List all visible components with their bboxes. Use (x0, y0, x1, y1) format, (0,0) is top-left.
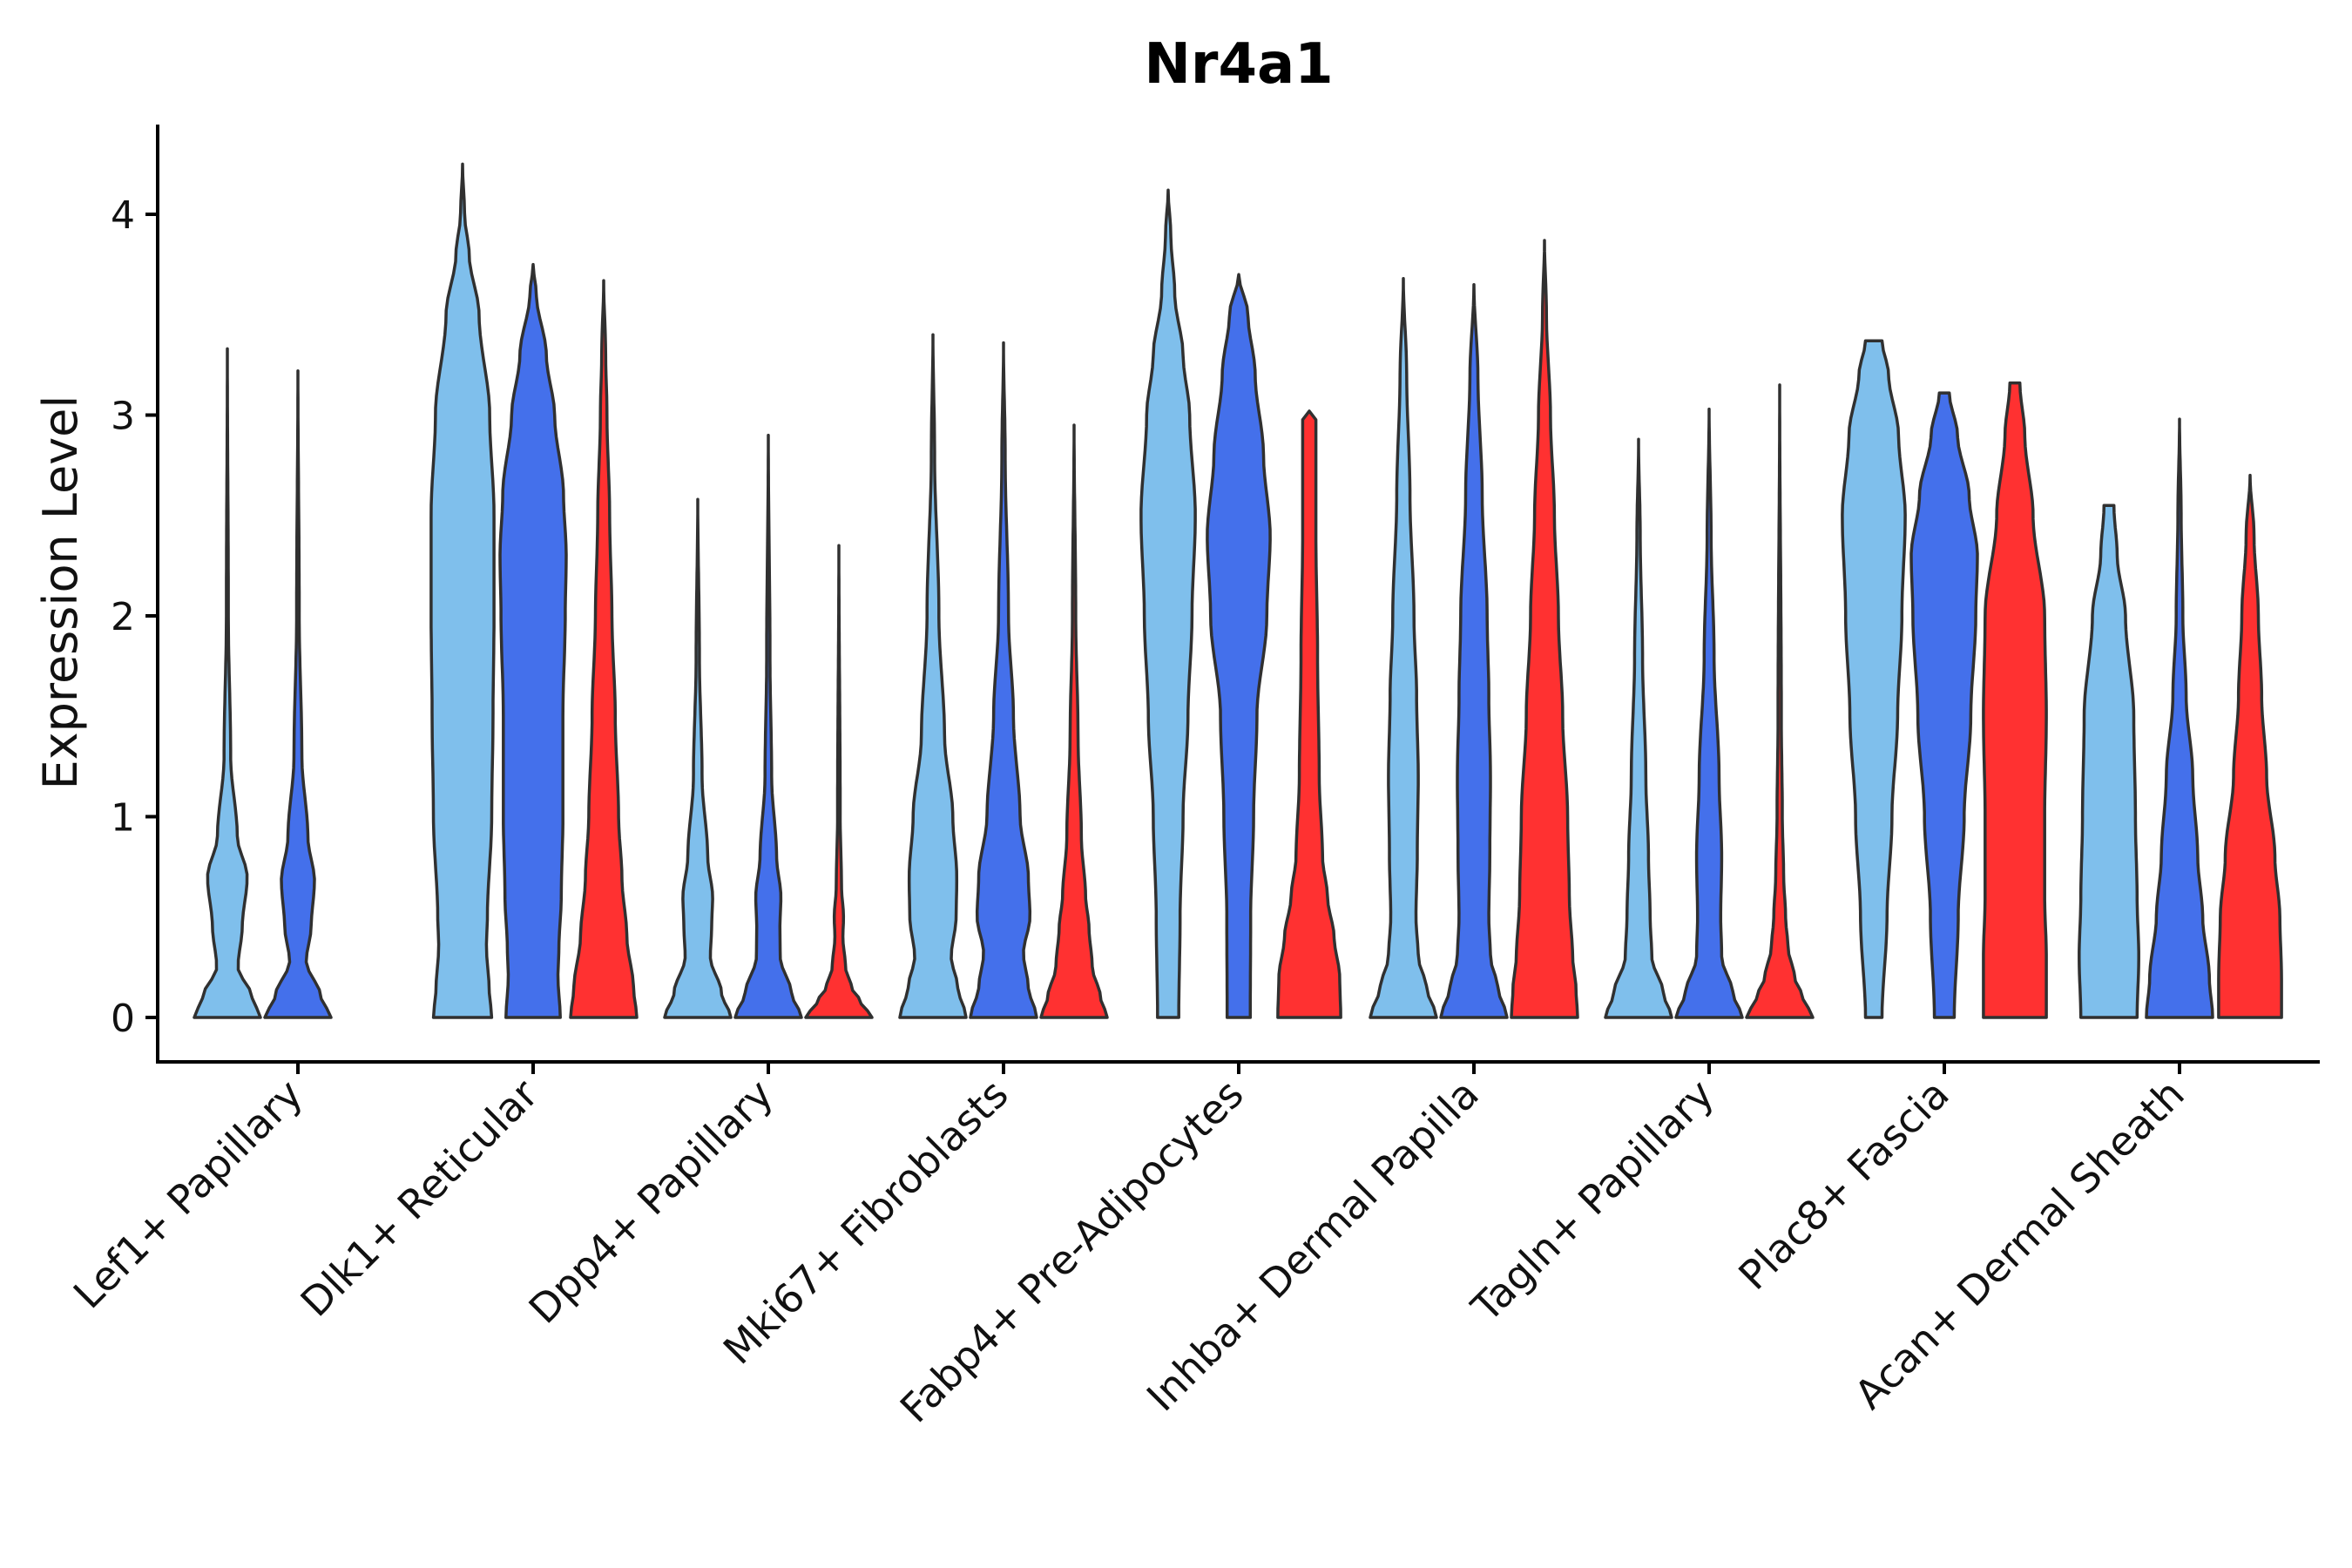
violin-4-2 (1276, 409, 1342, 1019)
violin-7-1 (1909, 391, 1979, 1019)
violin-1-0 (429, 162, 496, 1019)
violin-6-2 (1745, 383, 1815, 1019)
chart-title: Nr4a1 (1144, 32, 1333, 97)
violin-2-1 (733, 433, 803, 1019)
violin-0-1 (263, 369, 333, 1019)
violin-6-1 (1674, 407, 1744, 1019)
y-tick-label: 0 (111, 997, 135, 1041)
violin-3-1 (969, 341, 1038, 1019)
violin-8-2 (2217, 473, 2283, 1019)
violin-4-1 (1206, 273, 1272, 1019)
x-category-label: Plac8+ Fascia (1729, 1071, 1957, 1299)
violin-1-2 (569, 279, 639, 1019)
violin-0-0 (193, 347, 262, 1019)
violin-8-1 (2145, 417, 2214, 1019)
y-axis-label: Expression Level (33, 395, 88, 790)
y-ticks-group: 0 1 2 3 4 (111, 193, 158, 1041)
y-tick-label: 2 (111, 595, 135, 639)
violin-4-0 (1139, 188, 1197, 1019)
violin-3-0 (898, 333, 968, 1019)
violin-6-0 (1604, 437, 1673, 1019)
x-category-label: Lef1+ Papillary (64, 1071, 312, 1318)
y-tick-label: 1 (111, 796, 135, 841)
x-category-label: Dpp4+ Papillary (520, 1071, 782, 1333)
violin-3-2 (1039, 423, 1109, 1019)
violin-5-0 (1369, 277, 1438, 1019)
y-tick-label: 3 (111, 395, 135, 439)
violin-2-2 (804, 544, 874, 1019)
violin-1-1 (498, 262, 568, 1019)
violin-7-2 (1982, 381, 2048, 1019)
x-category-label: Tagln+ Papillary (1462, 1071, 1723, 1332)
y-tick-label: 4 (111, 193, 135, 238)
x-category-label: Dlk1+ Reticular (292, 1071, 547, 1326)
violin-8-0 (2078, 504, 2140, 1019)
violin-2-0 (663, 497, 733, 1019)
violin-5-2 (1510, 239, 1579, 1019)
violin-7-0 (1841, 339, 1907, 1019)
violin-5-1 (1439, 282, 1509, 1019)
violins-group (193, 162, 2283, 1019)
